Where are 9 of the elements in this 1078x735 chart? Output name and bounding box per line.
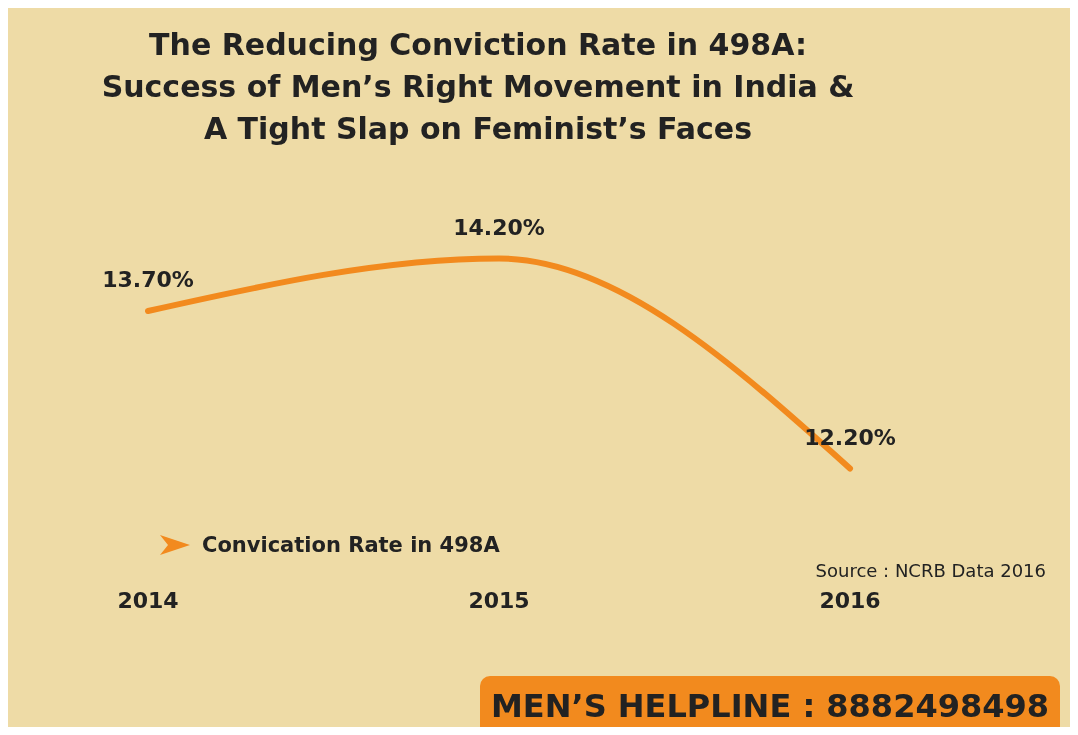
data-label: 14.20% <box>453 214 545 240</box>
data-label: 13.70% <box>102 267 194 292</box>
x-tick-label: 2015 <box>468 587 530 613</box>
text: MEN’S HELPLINE : 8882498498 <box>490 686 1050 727</box>
x-tick-label: 2014 <box>117 587 179 613</box>
x-tick-label: 2016 <box>819 587 881 613</box>
legend-label: Convication Rate in 498A <box>202 533 500 557</box>
chart-title: The Reducing Conviction Rate in 498A: Success of Men’s Right Movement in India & A Tight Slap on Feminist’s Faces <box>100 26 856 148</box>
source-note: Source : NCRB Data 2016 <box>815 560 1046 581</box>
